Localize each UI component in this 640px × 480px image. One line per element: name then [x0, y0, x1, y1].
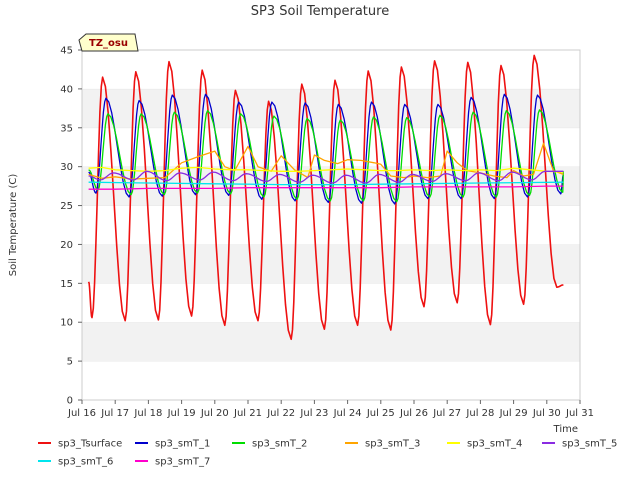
- x-axis-label: Time: [553, 424, 578, 435]
- x-tick-label: Jul 26: [399, 408, 428, 419]
- x-tick-label: Jul 29: [499, 408, 528, 419]
- y-tick-label: 5: [67, 357, 73, 368]
- grid-band: [82, 205, 580, 245]
- grid-band: [82, 322, 580, 362]
- plot-area: [81, 49, 581, 401]
- site-badge: TZ_osu: [78, 33, 139, 52]
- legend-label: sp3_Tsurface: [58, 439, 122, 450]
- series-line-sp3-Tsurface: [87, 54, 564, 341]
- x-tick-label: Jul 30: [532, 408, 561, 419]
- chart-title: SP3 Soil Temperature: [251, 4, 389, 19]
- series-line-sp3-smT-1: [88, 93, 565, 205]
- legend-label: sp3_smT_6: [58, 457, 113, 468]
- series-line-sp3-smT-3: [88, 142, 564, 180]
- y-tick-label: 35: [60, 123, 73, 134]
- grid-band: [82, 283, 580, 323]
- x-tick-label: Jul 17: [100, 408, 129, 419]
- y-tick-label: 30: [60, 162, 73, 173]
- legend-label: sp3_smT_2: [252, 439, 307, 450]
- x-tick-label: Jul 19: [167, 408, 196, 419]
- series-line-sp3-smT-2: [88, 109, 565, 203]
- legend-label: sp3_smT_1: [155, 439, 210, 450]
- x-tick-label: Jul 24: [333, 408, 362, 419]
- x-tick-label: Jul 31: [565, 408, 594, 419]
- series-line-sp3-smT-4: [88, 166, 564, 173]
- x-tick-label: Jul 18: [133, 408, 162, 419]
- series-line-sp3-smT-7: [88, 185, 564, 190]
- grid-band: [82, 50, 580, 89]
- legend-label: sp3_smT_5: [562, 439, 617, 450]
- grid-bands: [82, 49, 580, 400]
- y-tick-label: 10: [60, 318, 73, 329]
- x-tick-label: Jul 20: [200, 408, 229, 419]
- y-tick-label: 45: [60, 46, 73, 57]
- y-tick-label: 25: [60, 201, 73, 212]
- y-tick-label: 40: [60, 84, 73, 95]
- legend: sp3_Tsurface sp3_smT_1 sp3_smT_2 sp3_smT_3 s…: [38, 439, 617, 468]
- x-tick-label: Jul 16: [67, 408, 96, 419]
- y-tick-label: 20: [60, 240, 73, 251]
- site-badge-label: TZ_osu: [89, 38, 128, 49]
- legend-label: sp3_smT_7: [155, 457, 210, 468]
- x-tick-label: Jul 22: [266, 408, 295, 419]
- y-tick-label: 15: [60, 279, 73, 290]
- y-axis-ticks: 0 5 10 15 20 25 30 35 40 45: [60, 46, 82, 407]
- grid-band: [82, 361, 580, 400]
- x-tick-label: Jul 25: [366, 408, 395, 419]
- site-badge-box: [78, 33, 139, 52]
- y-axis-label: Soil Temperature (C): [8, 174, 19, 277]
- x-tick-label: Jul 28: [465, 408, 494, 419]
- y-tick-label: 0: [67, 396, 73, 407]
- x-axis-ticks: Jul 16 Jul 17 Jul 18 Jul 19 Jul 20 Jul 21 Jul …: [67, 400, 594, 419]
- x-tick-label: Jul 23: [299, 408, 328, 419]
- x-tick-label: Jul 21: [233, 408, 262, 419]
- series-lines: [87, 54, 565, 341]
- x-tick-label: Jul 27: [432, 408, 461, 419]
- legend-label: sp3_smT_3: [365, 439, 420, 450]
- series-line-sp3-smT-5: [88, 170, 564, 184]
- grid-band: [82, 244, 580, 284]
- legend-label: sp3_smT_4: [467, 439, 522, 450]
- series-line-sp3-smT-6: [88, 181, 564, 186]
